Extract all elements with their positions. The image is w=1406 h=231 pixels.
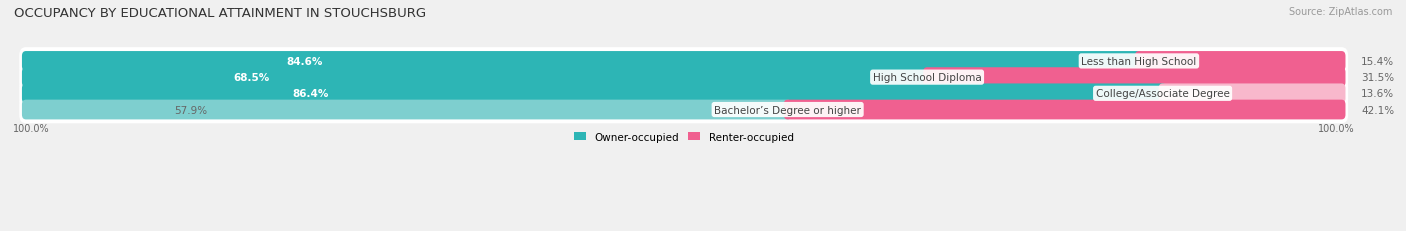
Text: 100.0%: 100.0% — [1317, 123, 1355, 133]
FancyBboxPatch shape — [783, 100, 1346, 120]
Text: 86.4%: 86.4% — [292, 89, 328, 99]
FancyBboxPatch shape — [22, 52, 1143, 72]
FancyBboxPatch shape — [1135, 52, 1346, 72]
Text: 68.5%: 68.5% — [233, 73, 270, 83]
FancyBboxPatch shape — [924, 68, 1346, 88]
Text: 84.6%: 84.6% — [285, 57, 322, 67]
Text: 15.4%: 15.4% — [1361, 57, 1395, 67]
Text: 31.5%: 31.5% — [1361, 73, 1395, 83]
Text: 100.0%: 100.0% — [13, 123, 49, 133]
Legend: Owner-occupied, Renter-occupied: Owner-occupied, Renter-occupied — [574, 132, 793, 142]
Text: 42.1%: 42.1% — [1361, 105, 1395, 115]
FancyBboxPatch shape — [20, 48, 1348, 75]
Text: High School Diploma: High School Diploma — [873, 73, 981, 83]
Text: 57.9%: 57.9% — [174, 105, 208, 115]
Text: 13.6%: 13.6% — [1361, 89, 1395, 99]
Text: Less than High School: Less than High School — [1081, 57, 1197, 67]
FancyBboxPatch shape — [20, 64, 1348, 91]
FancyBboxPatch shape — [20, 96, 1348, 124]
FancyBboxPatch shape — [20, 80, 1348, 108]
FancyBboxPatch shape — [1159, 84, 1346, 104]
Text: College/Associate Degree: College/Associate Degree — [1095, 89, 1229, 99]
FancyBboxPatch shape — [22, 84, 1167, 104]
Text: OCCUPANCY BY EDUCATIONAL ATTAINMENT IN STOUCHSBURG: OCCUPANCY BY EDUCATIONAL ATTAINMENT IN S… — [14, 7, 426, 20]
FancyBboxPatch shape — [22, 100, 792, 120]
FancyBboxPatch shape — [22, 68, 931, 88]
Text: Bachelor’s Degree or higher: Bachelor’s Degree or higher — [714, 105, 860, 115]
Text: Source: ZipAtlas.com: Source: ZipAtlas.com — [1288, 7, 1392, 17]
